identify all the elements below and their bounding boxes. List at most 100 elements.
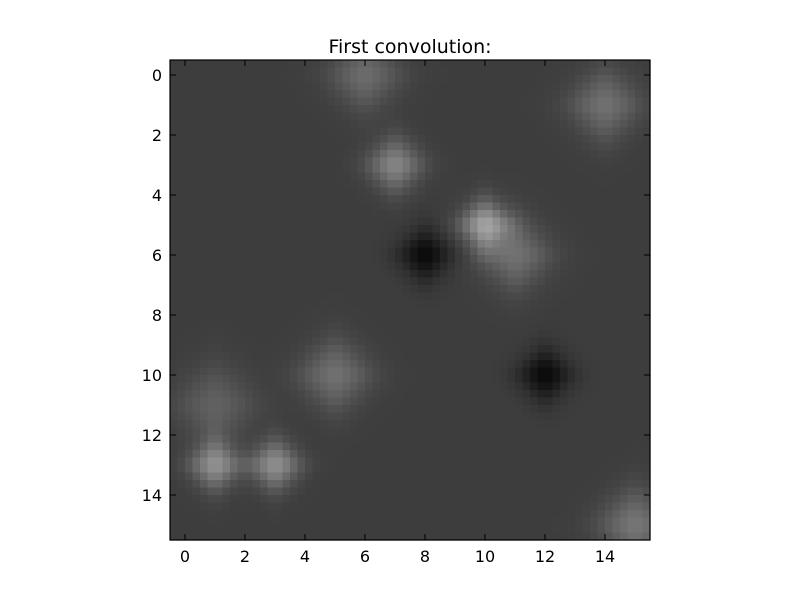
heatmap-cell [215, 502, 224, 511]
heatmap-cell [387, 307, 396, 316]
heatmap-cell [252, 465, 261, 474]
heatmap-cell [335, 510, 344, 519]
heatmap-cell [417, 60, 426, 69]
heatmap-cell [387, 90, 396, 99]
heatmap-cell [312, 202, 321, 211]
heatmap-cell [237, 210, 246, 219]
heatmap-cell [297, 427, 306, 436]
heatmap-cell [410, 532, 419, 541]
heatmap-cell [335, 157, 344, 166]
heatmap-cell [387, 375, 396, 384]
heatmap-cell [605, 75, 614, 84]
heatmap-cell [290, 135, 299, 144]
heatmap-cell [290, 97, 299, 106]
heatmap-cell [177, 120, 186, 129]
heatmap-cell [635, 142, 644, 151]
heatmap-cell [485, 450, 494, 459]
heatmap-cell [575, 435, 584, 444]
heatmap-cell [575, 247, 584, 256]
heatmap-cell [462, 157, 471, 166]
heatmap-cell [612, 345, 621, 354]
heatmap-cell [252, 487, 261, 496]
heatmap-cell [537, 420, 546, 429]
heatmap-cell [177, 337, 186, 346]
heatmap-cell [297, 247, 306, 256]
heatmap-cell [425, 97, 434, 106]
heatmap-cell [327, 97, 336, 106]
heatmap-cell [440, 382, 449, 391]
heatmap-cell [515, 525, 524, 534]
heatmap-cell [275, 255, 284, 264]
heatmap-cell [282, 337, 291, 346]
heatmap-cell [402, 127, 411, 136]
heatmap-cell [522, 345, 531, 354]
heatmap-cell [530, 502, 539, 511]
heatmap-cell [582, 195, 591, 204]
heatmap-cell [410, 195, 419, 204]
heatmap-cell [642, 375, 651, 384]
heatmap-cell [440, 420, 449, 429]
heatmap-cell [507, 517, 516, 526]
heatmap-cell [282, 292, 291, 301]
heatmap-cell [552, 105, 561, 114]
heatmap-cell [522, 472, 531, 481]
heatmap-cell [597, 480, 606, 489]
heatmap-cell [185, 75, 194, 84]
heatmap-cell [530, 472, 539, 481]
heatmap-cell [507, 150, 516, 159]
heatmap-cell [335, 285, 344, 294]
heatmap-cell [342, 427, 351, 436]
heatmap-cell [185, 262, 194, 271]
heatmap-cell [620, 517, 629, 526]
heatmap-cell [387, 150, 396, 159]
heatmap-cell [605, 60, 614, 69]
heatmap-cell [290, 195, 299, 204]
heatmap-cell [597, 60, 606, 69]
heatmap-cell [402, 270, 411, 279]
heatmap-cell [192, 127, 201, 136]
heatmap-cell [597, 157, 606, 166]
heatmap-cell [612, 375, 621, 384]
heatmap-cell [402, 157, 411, 166]
heatmap-cell [567, 420, 576, 429]
heatmap-cell [312, 360, 321, 369]
heatmap-cell [590, 502, 599, 511]
heatmap-cell [582, 300, 591, 309]
heatmap-cell [357, 165, 366, 174]
heatmap-cell [500, 345, 509, 354]
heatmap-cell [620, 532, 629, 541]
heatmap-cell [560, 60, 569, 69]
heatmap-cell [192, 97, 201, 106]
heatmap-cell [305, 150, 314, 159]
heatmap-cell [282, 202, 291, 211]
heatmap-cell [380, 202, 389, 211]
heatmap-cell [185, 300, 194, 309]
heatmap-cell [305, 457, 314, 466]
heatmap-cell [365, 157, 374, 166]
heatmap-cell [245, 397, 254, 406]
heatmap-cell [575, 187, 584, 196]
heatmap-cell [455, 435, 464, 444]
heatmap-cell [297, 75, 306, 84]
heatmap-cell [477, 517, 486, 526]
heatmap-cell [500, 382, 509, 391]
heatmap-cell [590, 495, 599, 504]
heatmap-cell [245, 270, 254, 279]
heatmap-cell [237, 382, 246, 391]
heatmap-cell [627, 247, 636, 256]
heatmap-cell [252, 532, 261, 541]
heatmap-cell [552, 435, 561, 444]
heatmap-cell [350, 375, 359, 384]
heatmap-cell [545, 180, 554, 189]
heatmap-cell [207, 322, 216, 331]
heatmap-cell [597, 352, 606, 361]
heatmap-cell [290, 390, 299, 399]
heatmap-cell [522, 262, 531, 271]
heatmap-cell [192, 60, 201, 69]
heatmap-cell [590, 150, 599, 159]
heatmap-cell [177, 330, 186, 339]
heatmap-cell [357, 157, 366, 166]
heatmap-cell [410, 247, 419, 256]
heatmap-cell [177, 277, 186, 286]
heatmap-cell [597, 270, 606, 279]
